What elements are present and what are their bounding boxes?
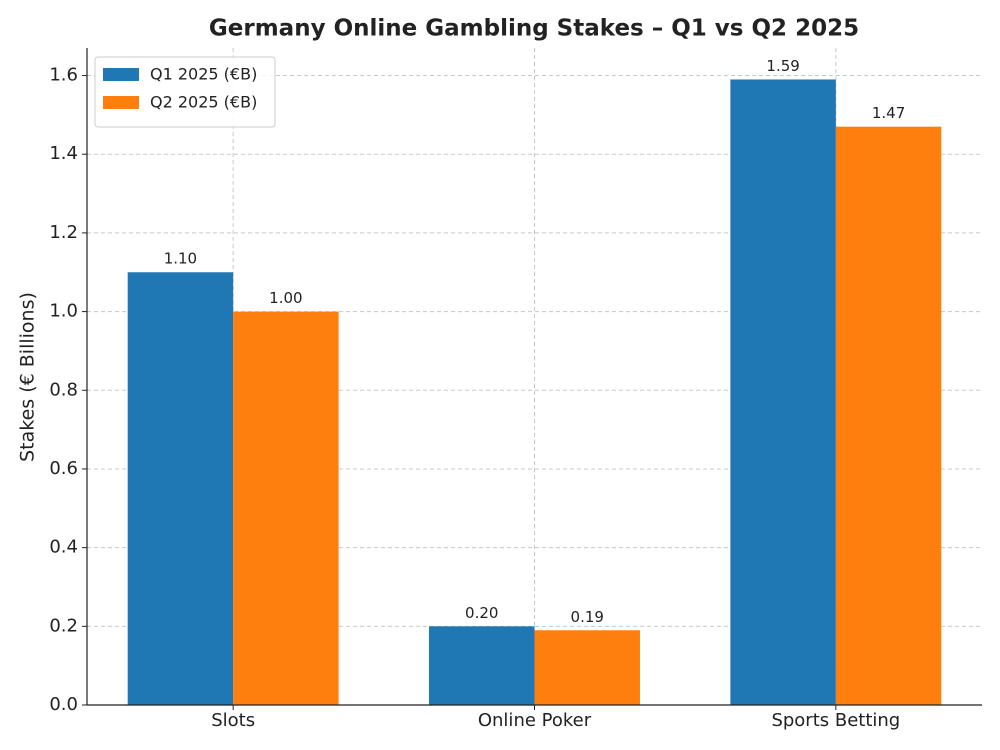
data-label: 0.20 (465, 604, 498, 622)
bar (429, 626, 535, 705)
x-tick-label: Sports Betting (771, 710, 900, 731)
data-label: 1.47 (872, 104, 905, 122)
data-label: 1.10 (164, 250, 197, 268)
bar (730, 79, 836, 706)
bar (127, 272, 234, 705)
bar (534, 630, 640, 705)
legend-label: Q2 2025 (€B) (150, 93, 257, 112)
y-tick-label: 1.2 (49, 222, 78, 243)
legend-label: Q1 2025 (€B) (150, 65, 257, 84)
data-label: 1.59 (766, 57, 799, 75)
data-label: 0.19 (571, 608, 604, 626)
legend-swatch (103, 68, 139, 81)
bar (233, 311, 339, 705)
data-label: 1.00 (269, 289, 302, 307)
y-tick-label: 0.2 (49, 615, 78, 636)
chart-title: Germany Online Gambling Stakes – Q1 vs Q… (209, 16, 859, 42)
y-tick-label: 1.4 (49, 143, 78, 164)
y-tick-label: 1.0 (49, 301, 78, 322)
x-tick-label: Slots (211, 710, 255, 731)
y-tick-label: 1.6 (49, 65, 78, 86)
y-axis-label: Stakes (€ Billions) (17, 292, 39, 462)
y-tick-label: 0.0 (49, 694, 78, 715)
legend-box (94, 56, 276, 128)
y-tick-label: 0.6 (49, 458, 78, 479)
legend-swatch (103, 96, 139, 109)
x-tick-label: Online Poker (478, 710, 592, 731)
y-tick-label: 0.4 (49, 537, 78, 558)
y-tick-label: 0.8 (49, 379, 78, 400)
bar (835, 126, 942, 706)
